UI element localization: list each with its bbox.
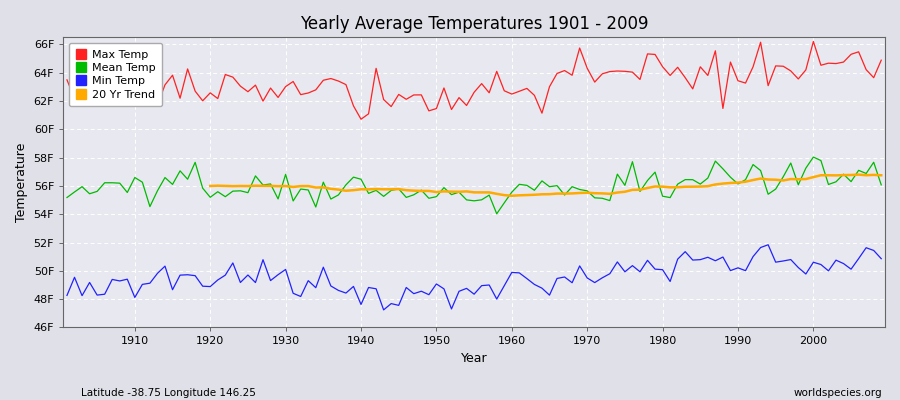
Legend: Max Temp, Mean Temp, Min Temp, 20 Yr Trend: Max Temp, Mean Temp, Min Temp, 20 Yr Tre… — [68, 43, 162, 106]
Text: Latitude -38.75 Longitude 146.25: Latitude -38.75 Longitude 146.25 — [81, 388, 256, 398]
Y-axis label: Temperature: Temperature — [15, 143, 28, 222]
X-axis label: Year: Year — [461, 352, 488, 365]
Title: Yearly Average Temperatures 1901 - 2009: Yearly Average Temperatures 1901 - 2009 — [300, 15, 648, 33]
Text: worldspecies.org: worldspecies.org — [794, 388, 882, 398]
